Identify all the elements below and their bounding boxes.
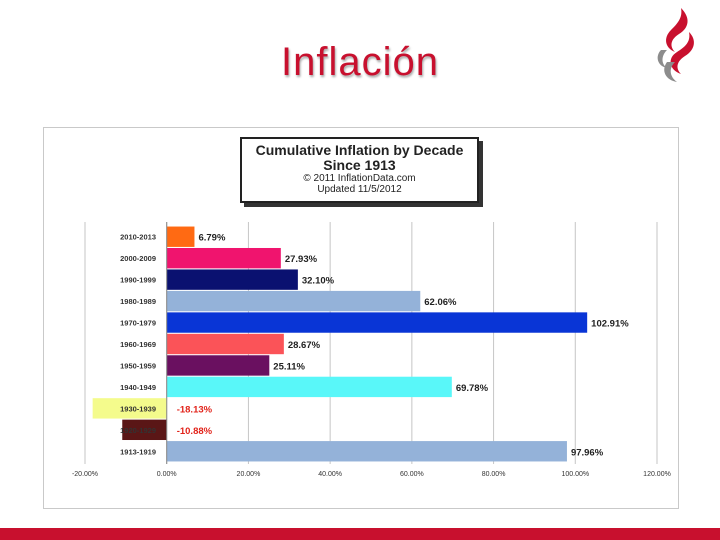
- x-tick-label: 80.00%: [482, 471, 506, 478]
- x-tick-label: 20.00%: [237, 471, 261, 478]
- data-label: 62.06%: [424, 297, 457, 308]
- data-label: 27.93%: [285, 254, 318, 265]
- x-tick-label: 120.00%: [643, 471, 671, 478]
- category-label: 1940-1949: [120, 383, 156, 392]
- bar: [166, 247, 281, 269]
- slide-title: Inflación: [281, 40, 439, 84]
- category-label: 1950-1959: [120, 361, 156, 370]
- data-label: 6.79%: [198, 233, 225, 244]
- bar: [166, 355, 270, 376]
- bar: [166, 441, 567, 462]
- data-label: -10.88%: [177, 426, 213, 437]
- chart-title: Cumulative Inflation by Decade: [255, 142, 464, 158]
- category-label: 1920-1929: [120, 426, 156, 435]
- data-label: -18.13%: [177, 404, 213, 415]
- data-label: 28.67%: [288, 340, 321, 351]
- x-tick-label: -20.00%: [72, 471, 98, 478]
- chart-subtitle: Since 1913: [323, 157, 396, 173]
- data-label: 25.11%: [273, 361, 305, 372]
- bar: [166, 226, 195, 247]
- flame-logo-icon: [657, 8, 694, 82]
- category-label: 1970-1979: [120, 319, 156, 328]
- bar: [92, 398, 167, 419]
- x-tick-label: 100.00%: [561, 471, 589, 478]
- bar: [166, 376, 452, 398]
- bar: [166, 290, 421, 312]
- bar: [166, 269, 298, 290]
- category-label: 1930-1939: [120, 404, 156, 413]
- data-label: 97.96%: [571, 447, 604, 458]
- chart-title-box: Cumulative Inflation by Decade Since 191…: [240, 137, 479, 203]
- x-tick-label: 60.00%: [400, 471, 424, 478]
- category-label: 2010-2013: [120, 233, 156, 242]
- category-label: 1913-1919: [120, 447, 156, 456]
- bar: [166, 312, 588, 333]
- category-label: 2000-2009: [120, 254, 156, 263]
- category-label: 1980-1989: [120, 297, 156, 306]
- bottom-accent-band: [0, 528, 720, 540]
- category-label: 1990-1999: [120, 276, 156, 285]
- bar: [166, 333, 284, 355]
- data-label: 32.10%: [302, 276, 335, 287]
- data-label: 102.91%: [591, 319, 629, 330]
- chart-source: © 2011 InflationData.com: [303, 173, 416, 184]
- x-tick-label: 40.00%: [318, 471, 342, 478]
- data-label: 69.78%: [456, 383, 489, 394]
- bar: [122, 419, 167, 441]
- x-tick-label: 0.00%: [157, 471, 177, 478]
- category-label: 1960-1969: [120, 340, 156, 349]
- chart-updated: Updated 11/5/2012: [317, 184, 402, 195]
